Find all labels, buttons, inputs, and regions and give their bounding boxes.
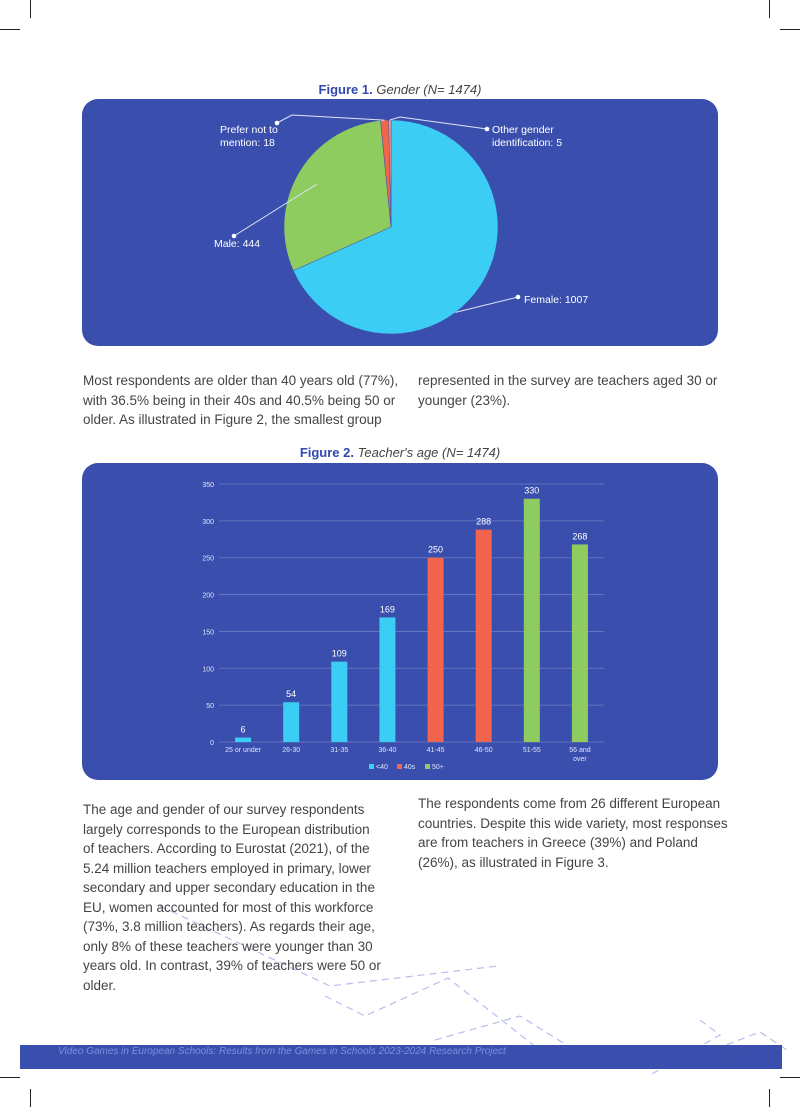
x-tick-label: 51-55 — [523, 747, 541, 754]
figure-2-panel: 0 50 100 150 200 250 300 350 6 25 or under 54 26-30… — [82, 463, 718, 780]
page-number: 31 — [724, 1044, 742, 1061]
figure-1-label: Figure 1. — [318, 82, 373, 97]
x-tick-label: 31-35 — [330, 747, 348, 754]
pie-leader-line — [389, 116, 488, 130]
pie-slice — [283, 120, 392, 271]
crop-mark — [30, 1089, 31, 1107]
x-tick-label: 26-30 — [282, 747, 300, 754]
crop-mark — [0, 1077, 20, 1078]
crop-mark — [769, 0, 770, 18]
y-tick-label: 250 — [202, 556, 214, 563]
pie-leader-line — [233, 183, 318, 237]
pie-data-label: mention: 18 — [220, 137, 275, 149]
x-tick-label: 41-45 — [427, 747, 445, 754]
legend-swatch — [425, 764, 430, 769]
x-tick-label: 25 or under — [225, 747, 261, 754]
y-tick-label: 300 — [202, 519, 214, 526]
paragraph-line: are from teachers in Greece (39%) and Po… — [418, 835, 698, 850]
figure-2-caption: Figure 2. Teacher's age (N= 1474) — [0, 445, 800, 460]
bar-value-label: 288 — [476, 517, 491, 527]
legend-swatch — [397, 764, 402, 769]
paragraph-line: younger (23%). — [418, 392, 511, 408]
x-tick-label: 46-50 — [475, 747, 493, 754]
paragraph-1-left: Most respondents are older than 40 years… — [83, 371, 403, 430]
paragraph-line: with 36.5% being in their 40s and 40.5% … — [83, 392, 396, 408]
pie-data-label: Female: 1007 — [524, 294, 588, 306]
pie-leader-dot — [484, 126, 490, 132]
paragraph-line: 5.24 million teachers employed in primar… — [83, 860, 371, 876]
x-tick-label: 56 and — [569, 747, 591, 754]
y-tick-label: 350 — [202, 482, 214, 489]
bar — [523, 498, 540, 742]
pie-leader-dot — [515, 294, 521, 300]
footer-title: Video Games in European Schools: Results… — [58, 1046, 506, 1057]
pie-leader-dot — [274, 120, 280, 126]
footer-bar — [20, 1045, 782, 1069]
crop-mark — [0, 29, 20, 30]
figure-2-label: Figure 2. — [299, 445, 354, 460]
paragraph-line: countries. Despite this wide variety, mo… — [418, 815, 728, 831]
legend-label: 40s — [404, 764, 416, 771]
pie-leader-line — [276, 114, 385, 124]
bar-value-label: 268 — [572, 531, 587, 541]
figure-1-title: Gender (N= 1474) — [376, 82, 482, 97]
pie-data-label: Prefer not to — [220, 124, 278, 136]
paragraph-line: The age and gender of our survey respond… — [83, 802, 365, 817]
pie-data-label: identification: 5 — [492, 137, 562, 149]
y-tick-label: 200 — [202, 593, 214, 600]
bar — [571, 544, 588, 742]
y-tick-label: 150 — [202, 629, 214, 636]
bar-value-label: 330 — [524, 486, 539, 496]
pie-data-label: Other gender — [492, 124, 554, 136]
y-tick-label: 50 — [206, 703, 214, 710]
pie-leader-line — [455, 296, 519, 313]
paragraph-line: largely corresponds to the European dist… — [83, 821, 370, 837]
y-tick-label: 100 — [202, 666, 214, 673]
bar — [475, 529, 492, 742]
paragraph-2-right: The respondents come from 26 different E… — [418, 794, 738, 872]
bar-value-label: 109 — [332, 649, 347, 659]
y-tick-label: 0 — [210, 740, 214, 747]
x-tick-label: over — [573, 756, 587, 763]
paragraph-line: (73%, 3.8 million teachers). As regards … — [83, 919, 375, 934]
bar — [283, 702, 300, 742]
gender-pie-chart: Female: 1007 Male: 444 Prefer not tomentio… — [214, 114, 588, 335]
crop-mark — [780, 29, 800, 30]
crop-mark — [30, 0, 31, 18]
bar — [331, 661, 348, 742]
figure-1-panel: Female: 1007 Male: 444 Prefer not to mentio… — [82, 99, 718, 346]
paragraph-line: EU, women accounted for most of this wor… — [83, 899, 374, 915]
x-tick-label: 36-40 — [378, 747, 396, 754]
legend-label: <40 — [376, 764, 388, 771]
pie-slice — [292, 119, 499, 335]
paragraph-line: secondary and upper secondary education … — [83, 880, 375, 895]
paragraph-line: older. As illustrated in Figure 2, the s… — [83, 412, 382, 427]
figure-1-caption: Figure 1. Gender (N= 1474) — [0, 82, 800, 97]
paragraph-line: represented in the survey are teachers a… — [418, 373, 718, 388]
crop-mark — [769, 1089, 770, 1107]
paragraph-line: Most respondents are older than 40 years… — [83, 373, 399, 388]
bar-value-label: 169 — [380, 604, 395, 614]
bar — [235, 737, 252, 742]
pie-data-label: Male: 444 — [214, 238, 260, 250]
bar-value-label: 54 — [286, 689, 296, 699]
bar — [427, 557, 444, 742]
bar — [379, 617, 396, 742]
age-bar-chart: 0 50 100 150 200 250 300 350 6 25 or under 54 26-30… — [202, 482, 604, 771]
figure-2-title: Teacher's age (N= 1474) — [357, 445, 501, 460]
paragraph-line: older. — [83, 977, 117, 993]
paragraph-line: (26%), as illustrated in Figure 3. — [418, 854, 609, 870]
paragraph-line: years old. In contrast, 39% of teachers … — [83, 958, 381, 973]
paragraph-2-left: The age and gender of our survey respond… — [83, 800, 403, 995]
paragraph-line: of teachers. According to Eurostat (2021… — [83, 841, 370, 856]
paragraph-line: only 8% of these teachers were younger t… — [83, 938, 373, 954]
legend-label: 50+ — [432, 764, 444, 771]
bar-value-label: 250 — [428, 545, 443, 555]
paragraph-line: The respondents come from 26 different E… — [418, 796, 721, 811]
bar-value-label: 6 — [241, 725, 246, 735]
pie-leader-dot — [231, 233, 237, 239]
crop-mark — [780, 1077, 800, 1078]
paragraph-1-right: represented in the survey are teachers a… — [418, 371, 738, 410]
legend-swatch — [369, 764, 374, 769]
